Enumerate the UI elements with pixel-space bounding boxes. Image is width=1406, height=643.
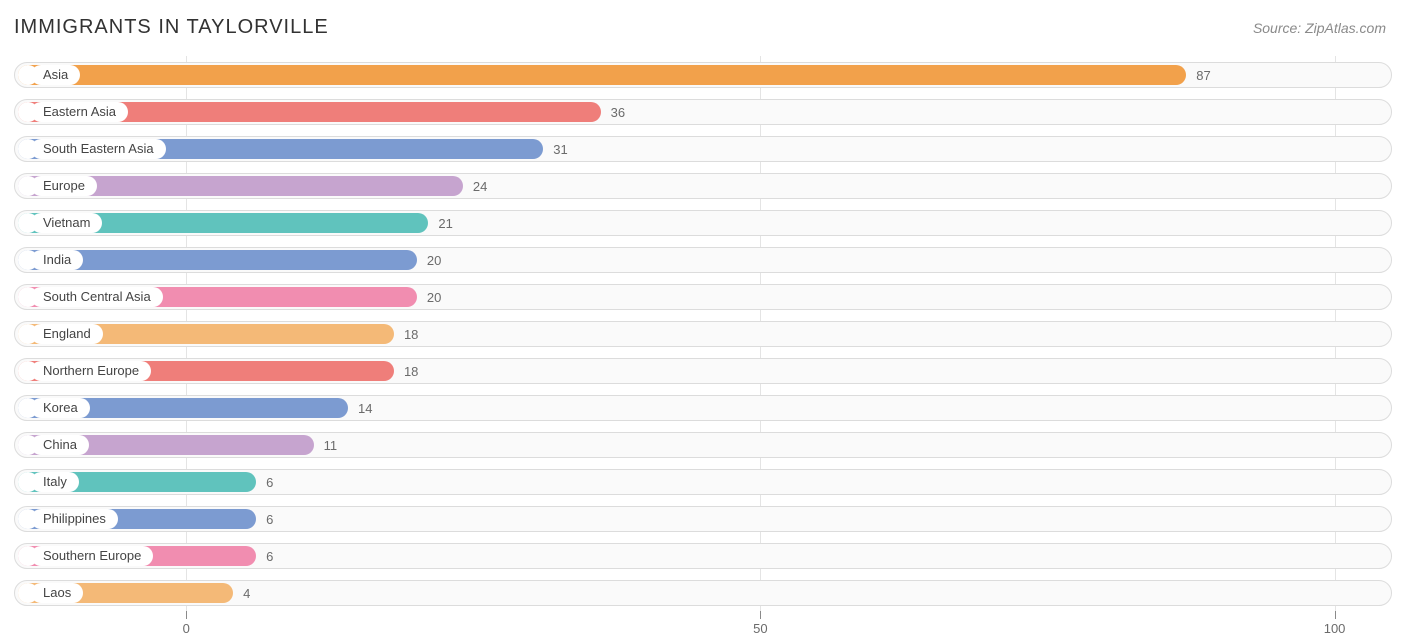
bar-row: Northern Europe 18 xyxy=(14,352,1392,389)
bar-track: South Eastern Asia 31 xyxy=(14,136,1392,162)
bar-row: Italy 6 xyxy=(14,463,1392,500)
bar-track: Italy 6 xyxy=(14,469,1392,495)
bar-label: Vietnam xyxy=(31,213,102,233)
bar-label: Eastern Asia xyxy=(31,102,128,122)
bar-label: England xyxy=(31,324,103,344)
chart-container: IMMIGRANTS IN TAYLORVILLE Source: ZipAtl… xyxy=(0,0,1406,643)
axis-tick xyxy=(1335,611,1336,619)
bar-value: 11 xyxy=(324,438,338,453)
bar-value: 36 xyxy=(611,105,625,120)
bar-row: China 11 xyxy=(14,426,1392,463)
bar-label: Philippines xyxy=(31,509,118,529)
bar-track: Philippines 6 xyxy=(14,506,1392,532)
bar-label: Asia xyxy=(31,65,80,85)
axis-label: 0 xyxy=(183,621,190,636)
axis-tick xyxy=(186,611,187,619)
bar-row: Vietnam 21 xyxy=(14,204,1392,241)
axis-label: 100 xyxy=(1324,621,1346,636)
bar-row: Eastern Asia 36 xyxy=(14,93,1392,130)
bar xyxy=(18,65,1186,85)
bar-track: Eastern Asia 36 xyxy=(14,99,1392,125)
bar-value: 4 xyxy=(243,586,250,601)
bar-track: England 18 xyxy=(14,321,1392,347)
bar-label: India xyxy=(31,250,83,270)
bar-row: Europe 24 xyxy=(14,167,1392,204)
bar-label: South Eastern Asia xyxy=(31,139,166,159)
bar-track: Laos 4 xyxy=(14,580,1392,606)
bar-track: South Central Asia 20 xyxy=(14,284,1392,310)
bar-row: England 18 xyxy=(14,315,1392,352)
bar-value: 6 xyxy=(266,512,273,527)
bar-value: 24 xyxy=(473,179,487,194)
bar-label: China xyxy=(31,435,89,455)
bar-value: 18 xyxy=(404,327,418,342)
bar-row: Southern Europe 6 xyxy=(14,537,1392,574)
bar-value: 87 xyxy=(1196,68,1210,83)
bar-row: Korea 14 xyxy=(14,389,1392,426)
bar-value: 18 xyxy=(404,364,418,379)
bar-label: Italy xyxy=(31,472,79,492)
bar-value: 6 xyxy=(266,549,273,564)
bar-value: 6 xyxy=(266,475,273,490)
bar-value: 20 xyxy=(427,253,441,268)
bar-row: South Central Asia 20 xyxy=(14,278,1392,315)
bar-value: 31 xyxy=(553,142,567,157)
bar-track: Vietnam 21 xyxy=(14,210,1392,236)
bar-row: Laos 4 xyxy=(14,574,1392,611)
bar-track: China 11 xyxy=(14,432,1392,458)
bar-track: Europe 24 xyxy=(14,173,1392,199)
chart-title: IMMIGRANTS IN TAYLORVILLE xyxy=(14,16,329,39)
bar-label: Europe xyxy=(31,176,97,196)
bar-label: South Central Asia xyxy=(31,287,163,307)
bar-value: 14 xyxy=(358,401,372,416)
bar-label: Southern Europe xyxy=(31,546,153,566)
bar-value: 21 xyxy=(438,216,452,231)
axis-tick xyxy=(760,611,761,619)
bar-label: Korea xyxy=(31,398,90,418)
bar-track: Korea 14 xyxy=(14,395,1392,421)
bar-track: Southern Europe 6 xyxy=(14,543,1392,569)
bar-label: Laos xyxy=(31,583,83,603)
bar-row: Philippines 6 xyxy=(14,500,1392,537)
axis-label: 50 xyxy=(753,621,767,636)
bar-label: Northern Europe xyxy=(31,361,151,381)
plot-area: Asia 87 Eastern Asia 36 South Eastern Asia 31… xyxy=(14,56,1392,611)
bar-row: South Eastern Asia 31 xyxy=(14,130,1392,167)
source-attribution: Source: ZipAtlas.com xyxy=(1253,20,1386,36)
bar-track: India 20 xyxy=(14,247,1392,273)
bar-track: Asia 87 xyxy=(14,62,1392,88)
bar-row: India 20 xyxy=(14,241,1392,278)
bar-track: Northern Europe 18 xyxy=(14,358,1392,384)
bar-row: Asia 87 xyxy=(14,56,1392,93)
bar-value: 20 xyxy=(427,290,441,305)
